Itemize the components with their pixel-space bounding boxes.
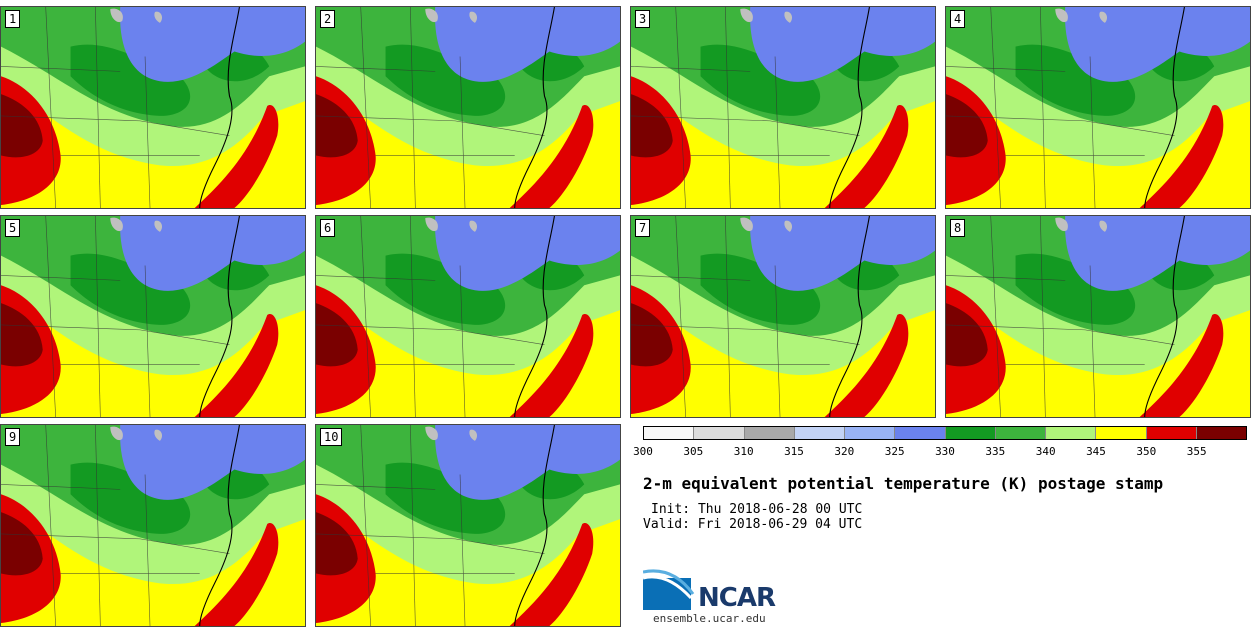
theta-e-map xyxy=(316,216,620,417)
colorbar-swatch xyxy=(945,427,996,439)
ncar-wordmark: NCAR xyxy=(698,583,776,613)
colorbar-swatch xyxy=(845,427,896,439)
colorbar-tick-label: 355 xyxy=(1186,445,1207,458)
colorbar-tick-label: 315 xyxy=(784,445,804,458)
colorbar xyxy=(643,426,1247,440)
theta-e-map xyxy=(946,7,1250,208)
colorbar-swatch xyxy=(794,427,845,439)
colorbar-tick-label: 345 xyxy=(1086,445,1106,458)
map-panel: 6 xyxy=(315,215,621,418)
member-number: 8 xyxy=(950,219,966,237)
theta-e-map xyxy=(1,216,305,417)
map-panel: 2 xyxy=(315,6,621,209)
map-panel: 9 xyxy=(0,424,306,627)
member-number: 5 xyxy=(5,219,21,237)
colorbar-tick-label: 310 xyxy=(733,445,754,458)
colorbar-tick-label: 335 xyxy=(985,445,1006,458)
colorbar-tick-label: 350 xyxy=(1136,445,1157,458)
colorbar-swatch xyxy=(995,427,1046,439)
colorbar-tick-label: 330 xyxy=(935,445,955,458)
colorbar-swatch xyxy=(895,427,946,439)
figure-title: 2-m equivalent potential temperature (K)… xyxy=(643,474,1164,493)
colorbar-swatch xyxy=(1096,427,1147,439)
init-time: Init: Thu 2018-06-28 00 UTC xyxy=(651,502,863,517)
map-panel: 7 xyxy=(630,215,936,418)
valid-time: Valid: Fri 2018-06-29 04 UTC xyxy=(643,517,863,532)
theta-e-map xyxy=(631,7,935,208)
colorbar-tick-label: 325 xyxy=(884,445,905,458)
member-number: 6 xyxy=(320,219,336,237)
colorbar-ticks: 300 305 310 315 320 325 330 335 340 345 350 355 xyxy=(633,445,1247,459)
colorbar-tick-label: 320 xyxy=(834,445,855,458)
colorbar-swatch xyxy=(744,427,795,439)
member-number: 4 xyxy=(950,10,966,28)
map-panel: 1 xyxy=(0,6,306,209)
member-number: 7 xyxy=(635,219,651,237)
colorbar-swatch xyxy=(694,427,745,439)
colorbar-tick-label: 340 xyxy=(1035,445,1056,458)
member-number: 10 xyxy=(320,428,343,446)
ncar-logo-icon xyxy=(643,569,695,610)
member-number: 3 xyxy=(635,10,651,28)
map-panel: 3 xyxy=(630,6,936,209)
member-number: 2 xyxy=(320,10,336,28)
map-panel: 4 xyxy=(945,6,1251,209)
colorbar-swatch xyxy=(1046,427,1097,439)
theta-e-map xyxy=(1,425,305,626)
member-number: 9 xyxy=(5,428,21,446)
theta-e-map xyxy=(946,216,1250,417)
theta-e-map xyxy=(316,425,620,626)
theta-e-map xyxy=(631,216,935,417)
theta-e-map xyxy=(1,7,305,208)
colorbar-swatch xyxy=(644,427,695,439)
map-panel: 8 xyxy=(945,215,1251,418)
map-panel: 10 xyxy=(315,424,621,627)
ensemble-url[interactable]: ensemble.ucar.edu xyxy=(653,612,766,625)
colorbar-tick-label: 305 xyxy=(683,445,704,458)
colorbar-swatch xyxy=(1146,427,1197,439)
colorbar-swatch xyxy=(1196,427,1246,439)
colorbar-tick-label: 300 xyxy=(633,445,653,458)
theta-e-map xyxy=(316,7,620,208)
member-number: 1 xyxy=(5,10,21,28)
map-panel: 5 xyxy=(0,215,306,418)
